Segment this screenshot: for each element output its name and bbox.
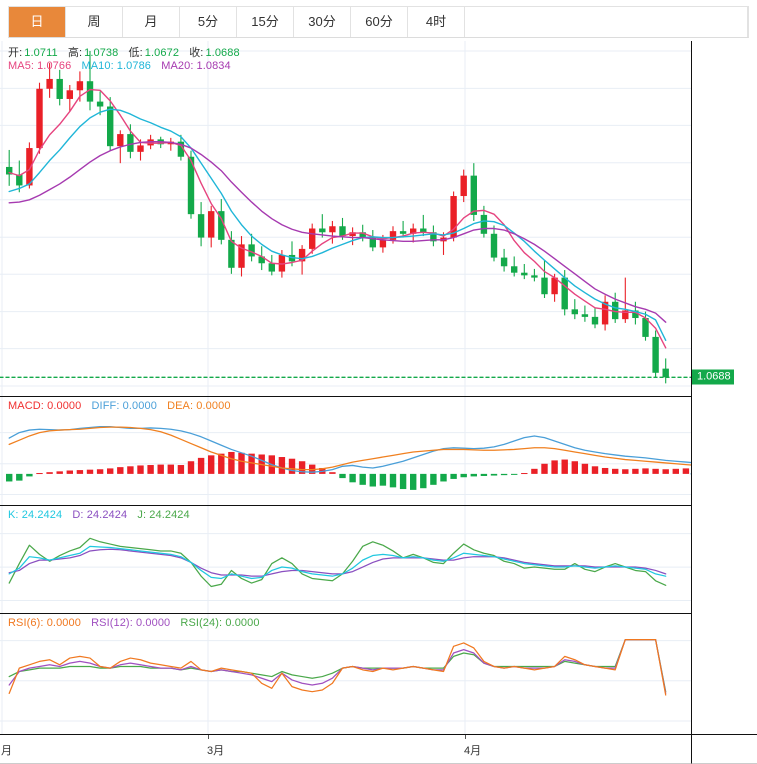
ma20-value: 1.0834 (196, 60, 231, 72)
kdj-svg (0, 506, 691, 614)
rsi-header: RSI(6): 0.0000 RSI(12): 0.0000 RSI(24): … (8, 617, 267, 629)
kdj-header: K: 24.2424 D: 24.2424 J: 24.2424 (8, 509, 197, 521)
low-label: 低: (128, 47, 143, 59)
time-axis-label: 4月 (464, 745, 482, 757)
open-value: 1.0711 (24, 47, 58, 59)
open-label: 开: (8, 47, 23, 59)
close-label: 收: (189, 47, 204, 59)
rsi12-label: RSI(12): 0.0000 (91, 617, 171, 629)
low-value: 1.0672 (144, 47, 180, 59)
dea-value-label: DEA: 0.0000 (167, 400, 231, 412)
rsi-panel[interactable]: RSI(6): 0.0000 RSI(12): 0.0000 RSI(24): … (0, 613, 691, 735)
macd-svg (0, 397, 691, 506)
period-tab-bar: 日 周 月 5分 15分 30分 60分 4时 (8, 6, 749, 38)
time-axis-tick (465, 735, 466, 739)
time-axis-label: 月 (1, 745, 12, 757)
candlestick-svg (0, 41, 691, 396)
chart-area: 开: 1.0711 高: 1.0738 低: 1.0672 收: 1.0688 MA5:… (0, 41, 757, 764)
time-axis-label: 3月 (207, 745, 225, 757)
kdj-d-label: D: 24.2424 (72, 509, 128, 521)
time-axis-corner (691, 734, 757, 764)
macd-header: MACD: 0.0000 DIFF: 0.0000 DEA: 0.0000 (8, 400, 238, 412)
kdj-j-label: J: 24.2424 (137, 509, 190, 521)
time-axis-tick (208, 735, 209, 739)
high-label: 高: (67, 47, 83, 59)
kdj-k-label: K: 24.2424 (8, 509, 63, 521)
diff-value-label: DIFF: 0.0000 (91, 400, 157, 412)
tab-bar-filler (465, 7, 748, 37)
close-value: 1.0688 (205, 47, 240, 59)
price-panel[interactable]: 开: 1.0711 高: 1.0738 低: 1.0672 收: 1.0688 MA5:… (0, 41, 691, 396)
quote-ohlc-line: 开: 1.0711 高: 1.0738 低: 1.0672 收: 1.0688 (8, 44, 247, 60)
tab-30min[interactable]: 30分 (294, 7, 351, 37)
tab-15min[interactable]: 15分 (237, 7, 294, 37)
current-price-tag: 1.0688 (692, 369, 734, 385)
tab-60min[interactable]: 60分 (351, 7, 408, 37)
tab-week[interactable]: 周 (66, 7, 123, 37)
tab-4hour[interactable]: 4时 (408, 7, 465, 37)
kdj-panel[interactable]: K: 24.2424 D: 24.2424 J: 24.2424 (0, 505, 691, 614)
macd-value-label: MACD: 0.0000 (8, 400, 82, 412)
rsi24-label: RSI(24): 0.0000 (180, 617, 260, 629)
value-axis-column: 1.15521.14531.13551.12561.11581.10591.09… (691, 41, 757, 734)
rsi-svg (0, 614, 691, 735)
time-axis: 月 3月 4月 (0, 734, 691, 764)
tab-5min[interactable]: 5分 (180, 7, 237, 37)
ma20-label: MA20: (161, 60, 194, 72)
high-value: 1.0738 (84, 47, 119, 59)
ma10-value: 1.0786 (116, 60, 152, 72)
rsi6-label: RSI(6): 0.0000 (8, 617, 81, 629)
tab-month[interactable]: 月 (123, 7, 180, 37)
tab-day[interactable]: 日 (9, 7, 66, 37)
ma5-label: MA5: (8, 60, 35, 72)
macd-panel[interactable]: MACD: 0.0000 DIFF: 0.0000 DEA: 0.0000 (0, 396, 691, 506)
ma5-value: 1.0766 (37, 60, 72, 72)
quote-ma-line: MA5: 1.0766 MA10: 1.0786 MA20: 1.0834 (8, 60, 238, 72)
ma10-label: MA10: (81, 60, 114, 72)
